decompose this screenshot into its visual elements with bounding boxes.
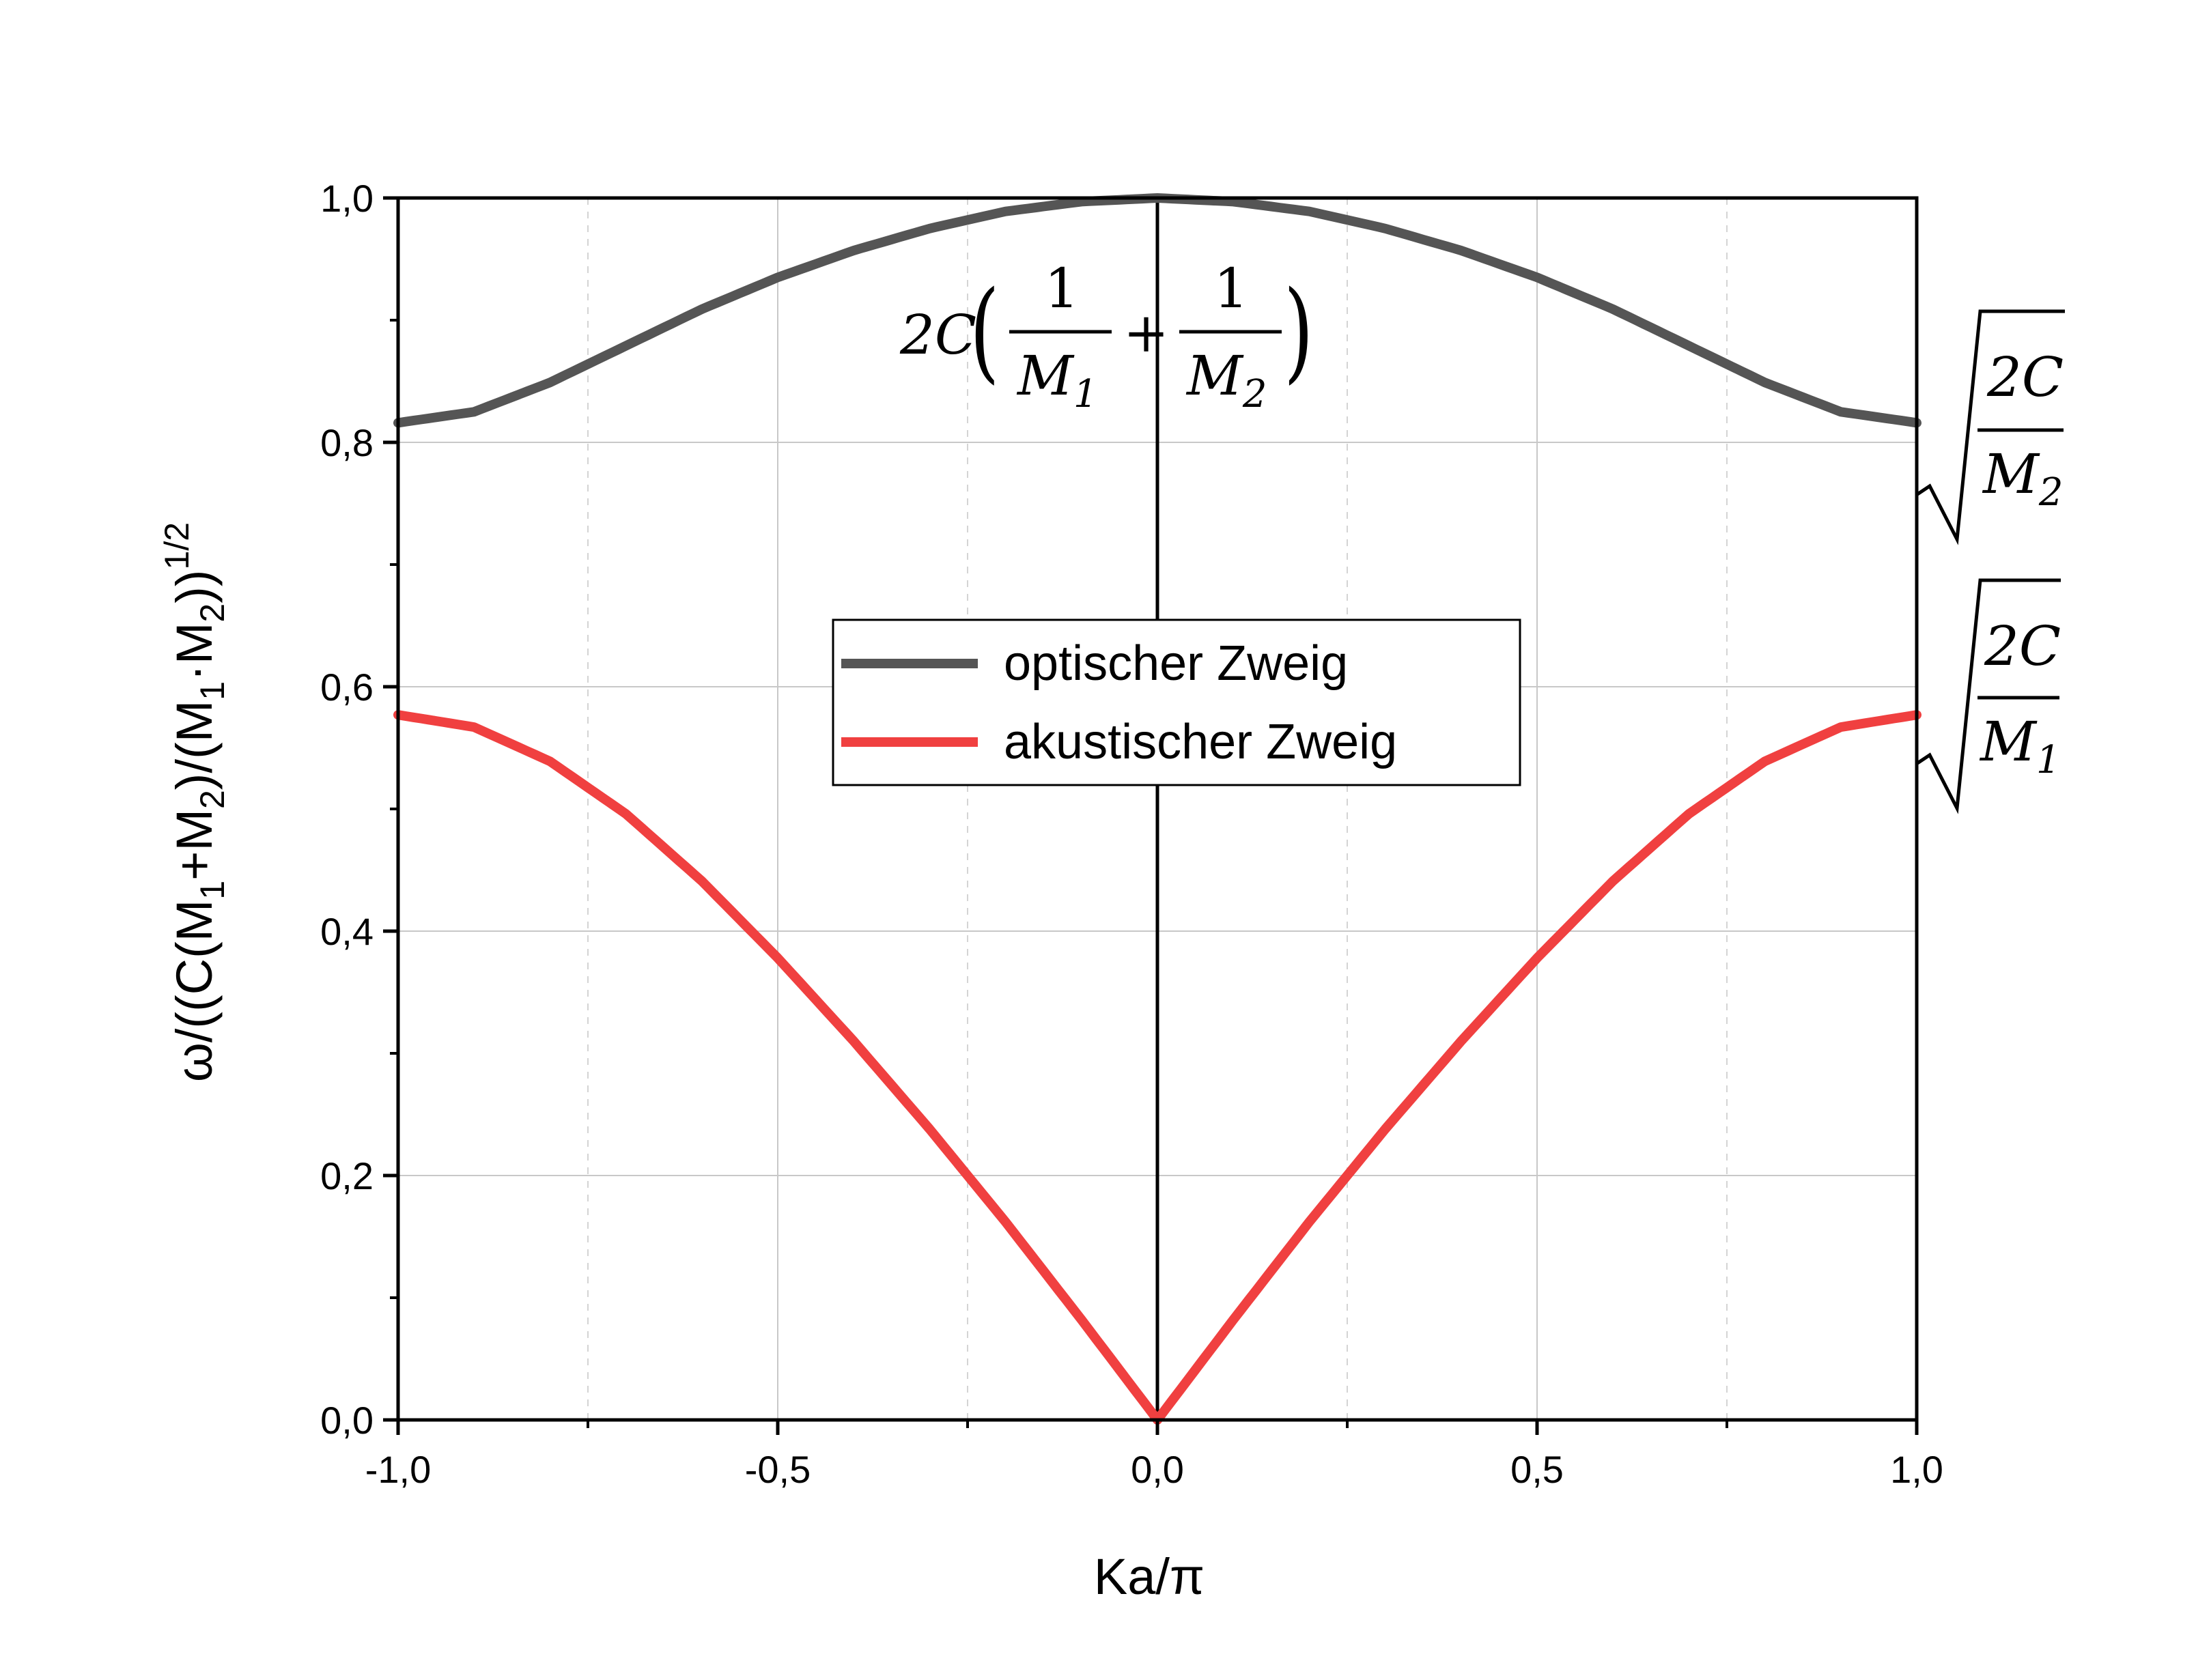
right-formula-lower: 2C M1 [1916, 578, 2061, 814]
right-formula-lower-radical [1916, 578, 2061, 814]
y-tick-label: 0,0 [320, 1399, 374, 1442]
right-formula-lower-num: 2C [1984, 614, 2061, 678]
legend-label-akustischer: akustischer Zweig [1004, 715, 1397, 769]
legend-label-optischer: optischer Zweig [1004, 636, 1348, 691]
top-formula-annotation: 2C ( 1 M1 + 1 M2 ) [899, 257, 1314, 416]
legend: optischer Zweig akustischer Zweig [832, 618, 1521, 786]
right-formula-upper: 2C M2 [1916, 309, 2065, 545]
y-axis-title-sub4: 2 [193, 603, 231, 623]
x-axis-title: Ka/π [1094, 1548, 1205, 1605]
axis-ticks [383, 196, 1919, 1435]
y-axis-title-sup: 1/2 [158, 522, 196, 570]
y-tick-labels: 0,0 0,2 0,4 0,6 0,8 1,0 [320, 177, 374, 1442]
top-formula-den2: M2 [1185, 344, 1267, 416]
right-formula-upper-den: M2 [1982, 442, 2064, 515]
y-axis-title-suffix: )) [166, 569, 223, 603]
top-formula-plus: + [1123, 301, 1169, 365]
x-tick-label: 0,0 [1131, 1448, 1184, 1491]
right-formula-upper-num: 2C [1986, 345, 2064, 409]
y-tick-label: 0,8 [320, 421, 374, 464]
y-axis-title-sub1: 1 [193, 881, 231, 900]
y-tick-label: 0,4 [320, 910, 374, 953]
y-axis-title-sub3: 1 [193, 681, 231, 700]
y-axis-title-mid3: ·M [166, 623, 223, 681]
x-tick-label: 1,0 [1890, 1448, 1943, 1491]
top-formula-den1: M1 [1016, 344, 1098, 416]
y-axis-title-mid2: )/(M [166, 700, 223, 791]
right-formula-upper-radical [1916, 309, 2065, 545]
x-tick-labels: -1,0 -0,5 0,0 0,5 1,0 [365, 1448, 1943, 1491]
top-formula-left-paren: ( [970, 268, 1000, 395]
x-tick-label: -1,0 [365, 1448, 432, 1491]
legend-box [832, 618, 1521, 786]
top-formula-right-paren: ) [1284, 268, 1314, 395]
y-tick-label: 0,2 [320, 1154, 374, 1197]
y-tick-label: 0,6 [320, 666, 374, 709]
y-tick-label: 1,0 [320, 177, 374, 220]
right-formula-lower-den: M1 [1979, 710, 2061, 782]
x-tick-label: 0,5 [1510, 1448, 1564, 1491]
top-formula-num1: 1 [1045, 257, 1080, 320]
y-axis-title-prefix: ω/((C(M [166, 900, 223, 1082]
y-axis-title-sub2: 2 [193, 790, 231, 809]
y-axis-title-mid1: +M [166, 809, 223, 881]
top-formula-coef: 2C [899, 303, 976, 367]
top-formula-num2: 1 [1214, 257, 1249, 320]
y-axis-title: ω/((C(M1+M2)/(M1·M2))1/2 [158, 522, 231, 1082]
x-tick-label: -0,5 [745, 1448, 811, 1491]
